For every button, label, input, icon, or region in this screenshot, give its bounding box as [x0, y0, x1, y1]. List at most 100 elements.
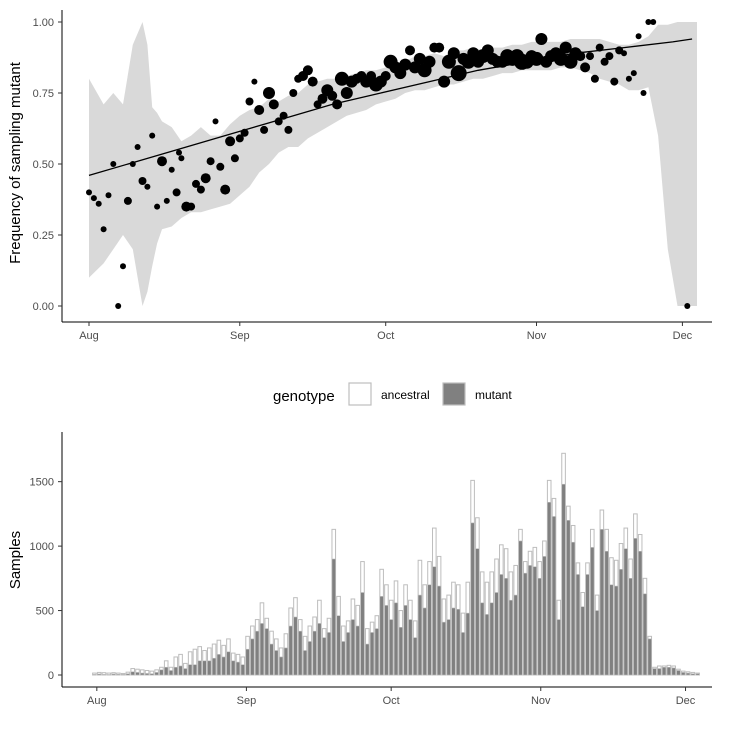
- bar-mutant: [436, 585, 442, 676]
- y-axis-title: Samples: [7, 531, 24, 589]
- data-point: [621, 50, 627, 57]
- bar-mutant: [92, 674, 97, 676]
- data-point: [590, 74, 599, 83]
- data-point: [138, 177, 147, 185]
- bar-mutant: [556, 619, 561, 676]
- x-tick-label: Oct: [377, 330, 394, 342]
- data-point: [650, 19, 657, 25]
- bar-mutant: [269, 643, 274, 676]
- bar-mutant: [690, 673, 695, 676]
- bar-mutant: [245, 648, 250, 676]
- bar-mutant: [369, 632, 375, 676]
- bar-mutant: [685, 672, 691, 676]
- bar-mutant: [618, 569, 624, 676]
- y-tick-label: 0: [48, 670, 54, 682]
- data-point: [289, 89, 298, 97]
- data-point: [95, 200, 102, 207]
- data-point: [610, 77, 619, 86]
- bar-mutant: [130, 671, 135, 676]
- bar-mutant: [623, 548, 628, 676]
- data-point: [447, 47, 460, 60]
- bar-mutant: [106, 674, 111, 676]
- bar-mutant: [513, 594, 518, 676]
- data-point: [645, 19, 652, 25]
- data-point: [212, 118, 219, 125]
- bar-mutant: [475, 548, 480, 676]
- bar-mutant: [451, 607, 456, 676]
- samples-panel: Aug Sep Oct Nov Dec 0 500 1000 1500 Samples: [7, 432, 712, 707]
- bar-mutant: [676, 670, 681, 676]
- y-tick-label: 0.75: [33, 88, 54, 100]
- bar-mutant: [379, 596, 384, 676]
- data-point: [635, 33, 642, 40]
- bar-mutant: [499, 574, 504, 676]
- x-axis-ticks: Aug Sep Oct Nov Dec: [87, 687, 696, 707]
- bar-mutant: [417, 594, 423, 676]
- data-point: [149, 132, 156, 139]
- bar-mutant: [101, 674, 107, 676]
- x-tick-label: Oct: [383, 695, 400, 707]
- data-point: [423, 55, 436, 68]
- bar-mutant: [518, 540, 523, 676]
- y-axis-ticks: 0 500 1000 1500: [30, 477, 62, 682]
- bar-mutant: [164, 666, 169, 676]
- bar-mutant: [307, 641, 312, 676]
- data-point: [206, 157, 215, 166]
- bar-mutant: [317, 623, 322, 676]
- bar-mutant: [504, 578, 509, 676]
- bar-mutant: [647, 638, 652, 676]
- data-point: [600, 57, 609, 66]
- bar-mutant: [532, 566, 537, 676]
- bar-mutant: [149, 673, 154, 676]
- data-point: [192, 179, 200, 188]
- bar-mutant: [173, 666, 178, 676]
- bar-mutant: [575, 574, 581, 676]
- bar-mutant: [456, 608, 461, 676]
- bar-mutant: [427, 584, 432, 676]
- bar-mutant: [183, 668, 188, 676]
- data-point: [405, 45, 415, 56]
- bar-mutant: [609, 584, 614, 676]
- bar-mutant: [460, 632, 466, 676]
- data-point: [529, 51, 544, 66]
- bar-mutant: [302, 650, 308, 676]
- data-point: [240, 128, 249, 137]
- bar-mutant: [231, 660, 236, 676]
- data-point: [580, 62, 591, 73]
- data-point: [438, 75, 451, 88]
- data-point: [163, 197, 170, 204]
- bar-mutant: [480, 602, 485, 676]
- bar-mutant: [221, 656, 226, 676]
- data-point: [274, 117, 283, 126]
- bar-mutant: [413, 637, 418, 676]
- bar-mutant: [527, 565, 533, 676]
- bar-mutant: [561, 483, 566, 676]
- data-point: [123, 196, 132, 205]
- bar-mutant: [523, 572, 528, 676]
- bar-mutant: [403, 605, 408, 676]
- bar-mutant: [250, 638, 255, 676]
- bar-mutant: [547, 501, 552, 676]
- data-point: [110, 161, 117, 167]
- data-point: [200, 173, 211, 184]
- x-tick-label: Sep: [230, 330, 250, 342]
- data-point: [134, 144, 141, 150]
- y-axis-title: Frequency of sampling mutant: [7, 61, 24, 264]
- data-point: [115, 303, 122, 309]
- legend-label-ancestral: ancestral: [381, 388, 430, 402]
- legend-title: genotype: [273, 388, 335, 405]
- data-point: [216, 162, 225, 171]
- x-tick-label: Dec: [676, 695, 696, 707]
- bar-mutant: [408, 619, 413, 676]
- data-point: [268, 99, 279, 110]
- x-axis-ticks: Aug Sep Oct Nov Dec: [79, 322, 693, 342]
- bar-mutant: [580, 606, 585, 676]
- bar-mutant: [566, 520, 571, 676]
- y-tick-label: 0.00: [33, 301, 54, 313]
- data-point: [225, 136, 236, 147]
- bar-mutant: [666, 666, 671, 676]
- x-tick-label: Aug: [87, 695, 107, 707]
- data-point: [586, 52, 594, 61]
- bar-mutant: [216, 654, 221, 676]
- y-tick-label: 0.25: [33, 230, 54, 242]
